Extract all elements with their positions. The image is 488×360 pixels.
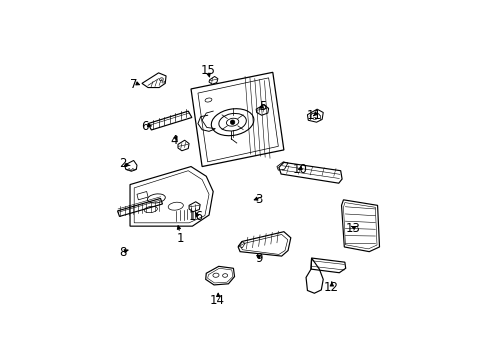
Text: 14: 14 [209,294,224,307]
Text: 12: 12 [323,281,338,294]
Text: 4: 4 [170,134,178,147]
Text: 13: 13 [345,222,360,235]
Text: 1: 1 [176,232,183,245]
Text: 3: 3 [255,193,262,206]
Text: 16: 16 [189,210,203,223]
Text: 5: 5 [259,100,266,113]
Text: 6: 6 [141,120,149,133]
Text: 10: 10 [292,163,307,176]
Text: 2: 2 [119,157,126,170]
Text: 15: 15 [200,64,215,77]
Text: 7: 7 [130,78,138,91]
Circle shape [230,120,234,125]
Text: 11: 11 [306,109,321,122]
Text: 9: 9 [255,252,262,265]
Text: 8: 8 [119,246,126,259]
